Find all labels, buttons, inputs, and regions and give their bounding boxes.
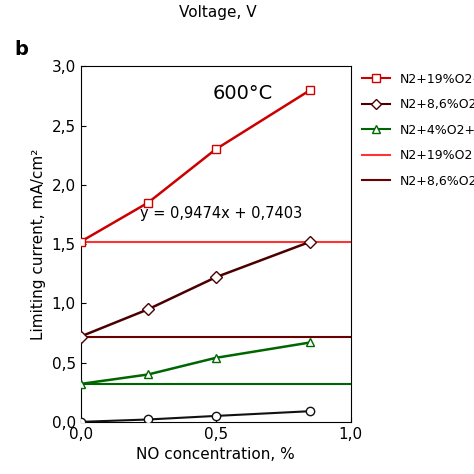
Legend: N2+19%O2+NO, N2+8,6%O2+NO, N2+4%O2+NO, N2+19%O2, N2+8,6%O2: N2+19%O2+NO, N2+8,6%O2+NO, N2+4%O2+NO, N… <box>363 73 474 188</box>
Text: Voltage, V: Voltage, V <box>179 5 257 20</box>
X-axis label: NO concentration, %: NO concentration, % <box>137 447 295 462</box>
Text: y = 0,9474x + 0,7403: y = 0,9474x + 0,7403 <box>140 206 302 221</box>
Y-axis label: Limiting current, mA/cm²: Limiting current, mA/cm² <box>31 148 46 340</box>
Text: 600°C: 600°C <box>212 84 273 103</box>
Text: b: b <box>14 40 28 59</box>
